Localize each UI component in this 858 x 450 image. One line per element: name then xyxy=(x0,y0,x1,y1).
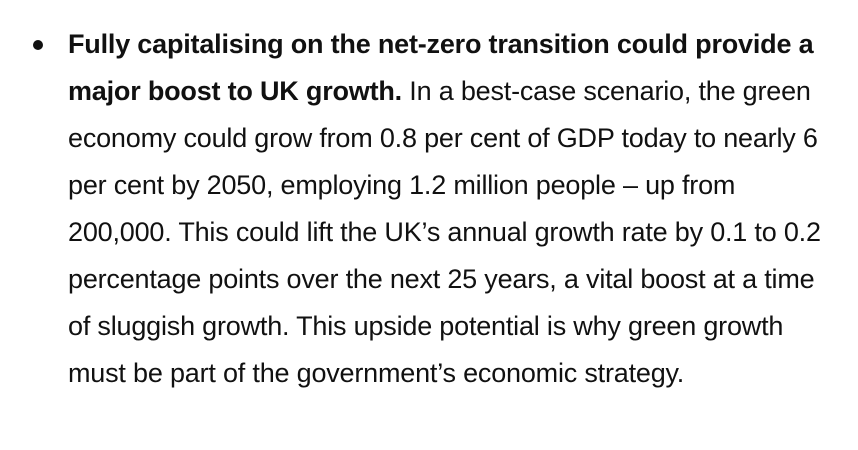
bullet-lead: Fully capitalising on the net-zero trans… xyxy=(68,29,814,106)
bullet-list: Fully capitalising on the net-zero trans… xyxy=(0,21,838,397)
bullet-body: In a best-case scenario, the green econo… xyxy=(68,76,821,388)
bullet-item: Fully capitalising on the net-zero trans… xyxy=(0,21,838,397)
bullet-marker xyxy=(33,40,43,50)
